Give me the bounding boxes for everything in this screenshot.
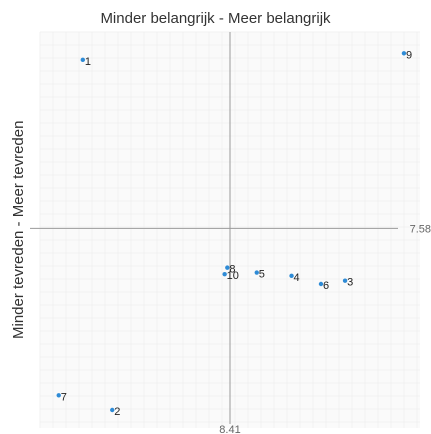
data-point-4 — [289, 273, 294, 279]
data-point-1 — [80, 57, 86, 63]
data-label-8: 8 — [229, 264, 235, 276]
data-label-7: 7 — [61, 391, 67, 403]
chart-title: Minder belangrijk - Meer belangrijk — [100, 10, 331, 27]
data-point-10 — [222, 271, 227, 277]
y-axis-title: Minder tevreden - Meer tevreden — [10, 120, 27, 339]
data-label-4: 4 — [294, 272, 300, 284]
data-point-9 — [401, 51, 407, 56]
data-label-5: 5 — [259, 269, 265, 281]
data-point-8 — [225, 265, 230, 270]
data-label-1: 1 — [85, 56, 91, 68]
x-reference-label: 8.41 — [219, 424, 240, 434]
data-point-7 — [56, 393, 61, 398]
data-label-9: 9 — [406, 49, 412, 61]
data-label-10: 10 — [227, 270, 239, 282]
data-point-3 — [342, 278, 348, 283]
data-label-3: 3 — [347, 277, 353, 289]
data-point-2 — [110, 407, 115, 413]
data-point-6 — [318, 281, 324, 287]
data-label-2: 2 — [114, 406, 120, 418]
y-reference-label: 7.58 — [410, 223, 431, 235]
data-label-6: 6 — [323, 280, 329, 292]
data-point-5 — [254, 270, 259, 275]
